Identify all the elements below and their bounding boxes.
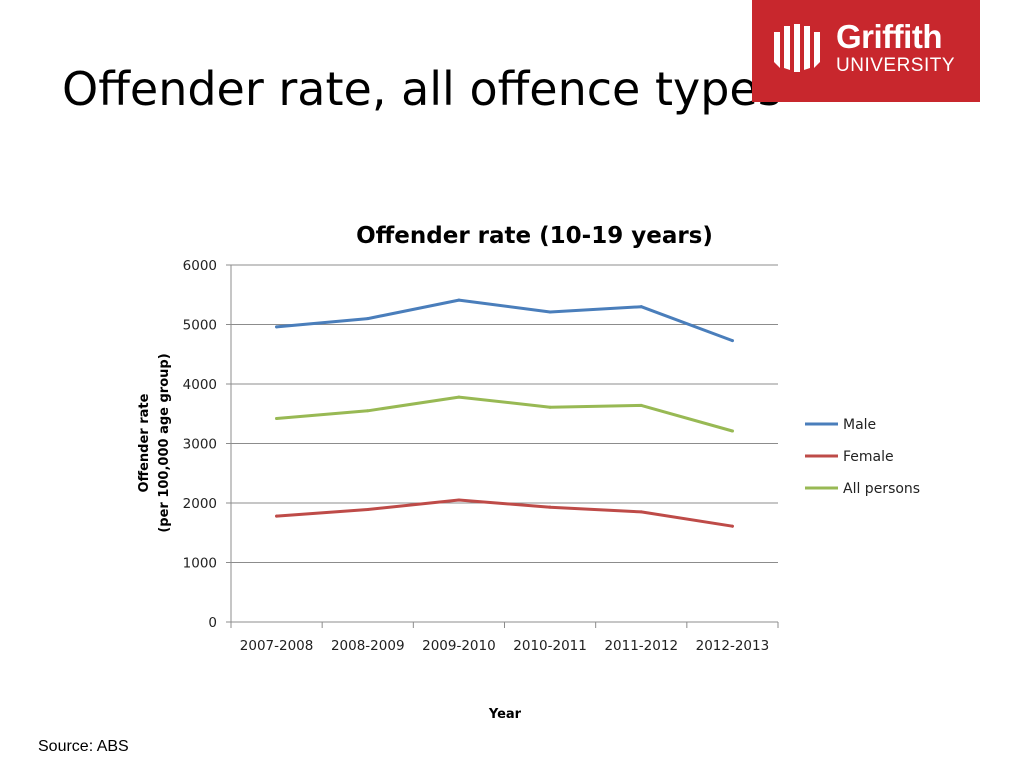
data-point-male [639, 305, 643, 309]
data-point-all-persons [275, 417, 279, 421]
data-point-all-persons [366, 409, 370, 413]
university-logo: Griffith UNIVERSITY [752, 0, 980, 102]
data-point-male [730, 339, 734, 343]
y-tick-label: 4000 [183, 377, 217, 393]
x-tick-label: 2009-2010 [422, 638, 496, 654]
data-point-male [275, 325, 279, 329]
logo-name: Griffith [836, 18, 942, 55]
data-point-female [366, 508, 370, 512]
data-point-all-persons [730, 429, 734, 433]
data-point-male [366, 317, 370, 321]
x-axis-title: Year [488, 707, 522, 722]
data-point-female [275, 514, 279, 518]
y-axis-title-line-2: (per 100,000 age group) [157, 353, 172, 532]
x-tick-label: 2007-2008 [240, 638, 314, 654]
y-axis-title-line-1: Offender rate [137, 393, 152, 492]
data-point-female [457, 498, 461, 502]
data-point-all-persons [639, 403, 643, 407]
series-line-all-persons [275, 395, 734, 433]
legend-label-all-persons: All persons [843, 481, 920, 497]
legend-label-female: Female [843, 449, 894, 465]
logo-subtitle: UNIVERSITY [836, 55, 956, 76]
legend-label-male: Male [843, 417, 876, 433]
data-point-female [730, 524, 734, 528]
data-point-female [639, 510, 643, 514]
data-point-all-persons [548, 405, 552, 409]
source-note: Source: ABS [38, 738, 129, 755]
slide-title: Offender rate, all offence types [62, 62, 782, 116]
y-tick-label: 2000 [183, 496, 217, 512]
chart-title: Offender rate (10-19 years) [356, 223, 713, 249]
data-point-male [548, 310, 552, 314]
data-point-female [548, 505, 552, 509]
y-tick-label: 6000 [183, 258, 217, 274]
x-tick-label: 2010-2011 [513, 638, 587, 654]
x-tick-label: 2008-2009 [331, 638, 405, 654]
x-tick-label: 2011-2012 [604, 638, 678, 654]
data-point-male [457, 298, 461, 302]
series-line-male [275, 298, 734, 343]
y-tick-label: 5000 [183, 318, 217, 334]
series-line-female [275, 498, 734, 528]
griffith-crest-icon [774, 24, 820, 72]
y-tick-label: 0 [208, 615, 217, 631]
data-point-all-persons [457, 395, 461, 399]
y-tick-label: 1000 [183, 556, 217, 572]
y-tick-label: 3000 [183, 437, 217, 453]
x-tick-label: 2012-2013 [696, 638, 770, 654]
